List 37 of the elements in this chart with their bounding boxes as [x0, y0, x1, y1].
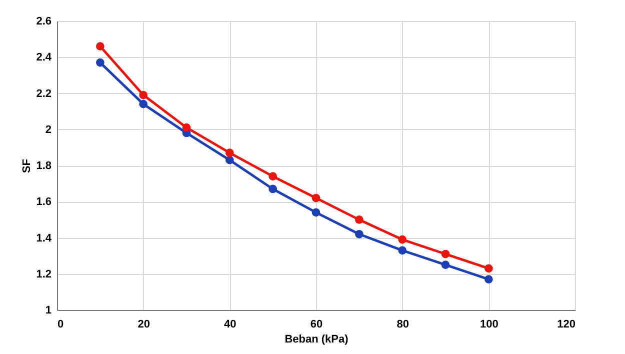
point [139, 90, 148, 100]
y-tick-label: 1.8 [36, 160, 52, 172]
y-tick-label: 1.4 [36, 232, 52, 244]
x-tick-label: 80 [396, 318, 409, 330]
x-axis-title: Beban (kPa) [284, 334, 349, 346]
y-tick-label: 1.2 [36, 268, 52, 280]
y-tick-label: 1.6 [36, 196, 52, 208]
point [182, 123, 191, 132]
point [354, 230, 364, 238]
point [441, 260, 450, 270]
point [484, 264, 493, 273]
point [96, 58, 104, 67]
point [96, 42, 104, 50]
y-tick-label: 2 [45, 124, 52, 136]
point [225, 156, 234, 164]
x-tick-label: 60 [310, 318, 323, 330]
point [354, 216, 364, 224]
x-tick-label: 0 [58, 318, 64, 330]
point [225, 148, 234, 158]
x-tick-label: 40 [224, 318, 236, 330]
point [398, 235, 407, 244]
x-tick-label: 120 [557, 318, 576, 330]
point [139, 100, 148, 108]
point [312, 194, 320, 202]
y-tick-label: 2.4 [36, 52, 52, 64]
point [398, 246, 407, 255]
y-tick-label: 2.6 [36, 16, 52, 28]
point [268, 172, 278, 181]
point [268, 184, 278, 194]
point [312, 208, 320, 217]
point [484, 275, 493, 284]
y-tick-label: 1 [45, 304, 52, 316]
y-tick-label: 2.2 [36, 88, 52, 100]
point [441, 250, 450, 258]
x-tick-label: 20 [138, 318, 150, 330]
x-tick-label: 100 [480, 318, 498, 330]
y-axis-title: SF [21, 158, 34, 174]
